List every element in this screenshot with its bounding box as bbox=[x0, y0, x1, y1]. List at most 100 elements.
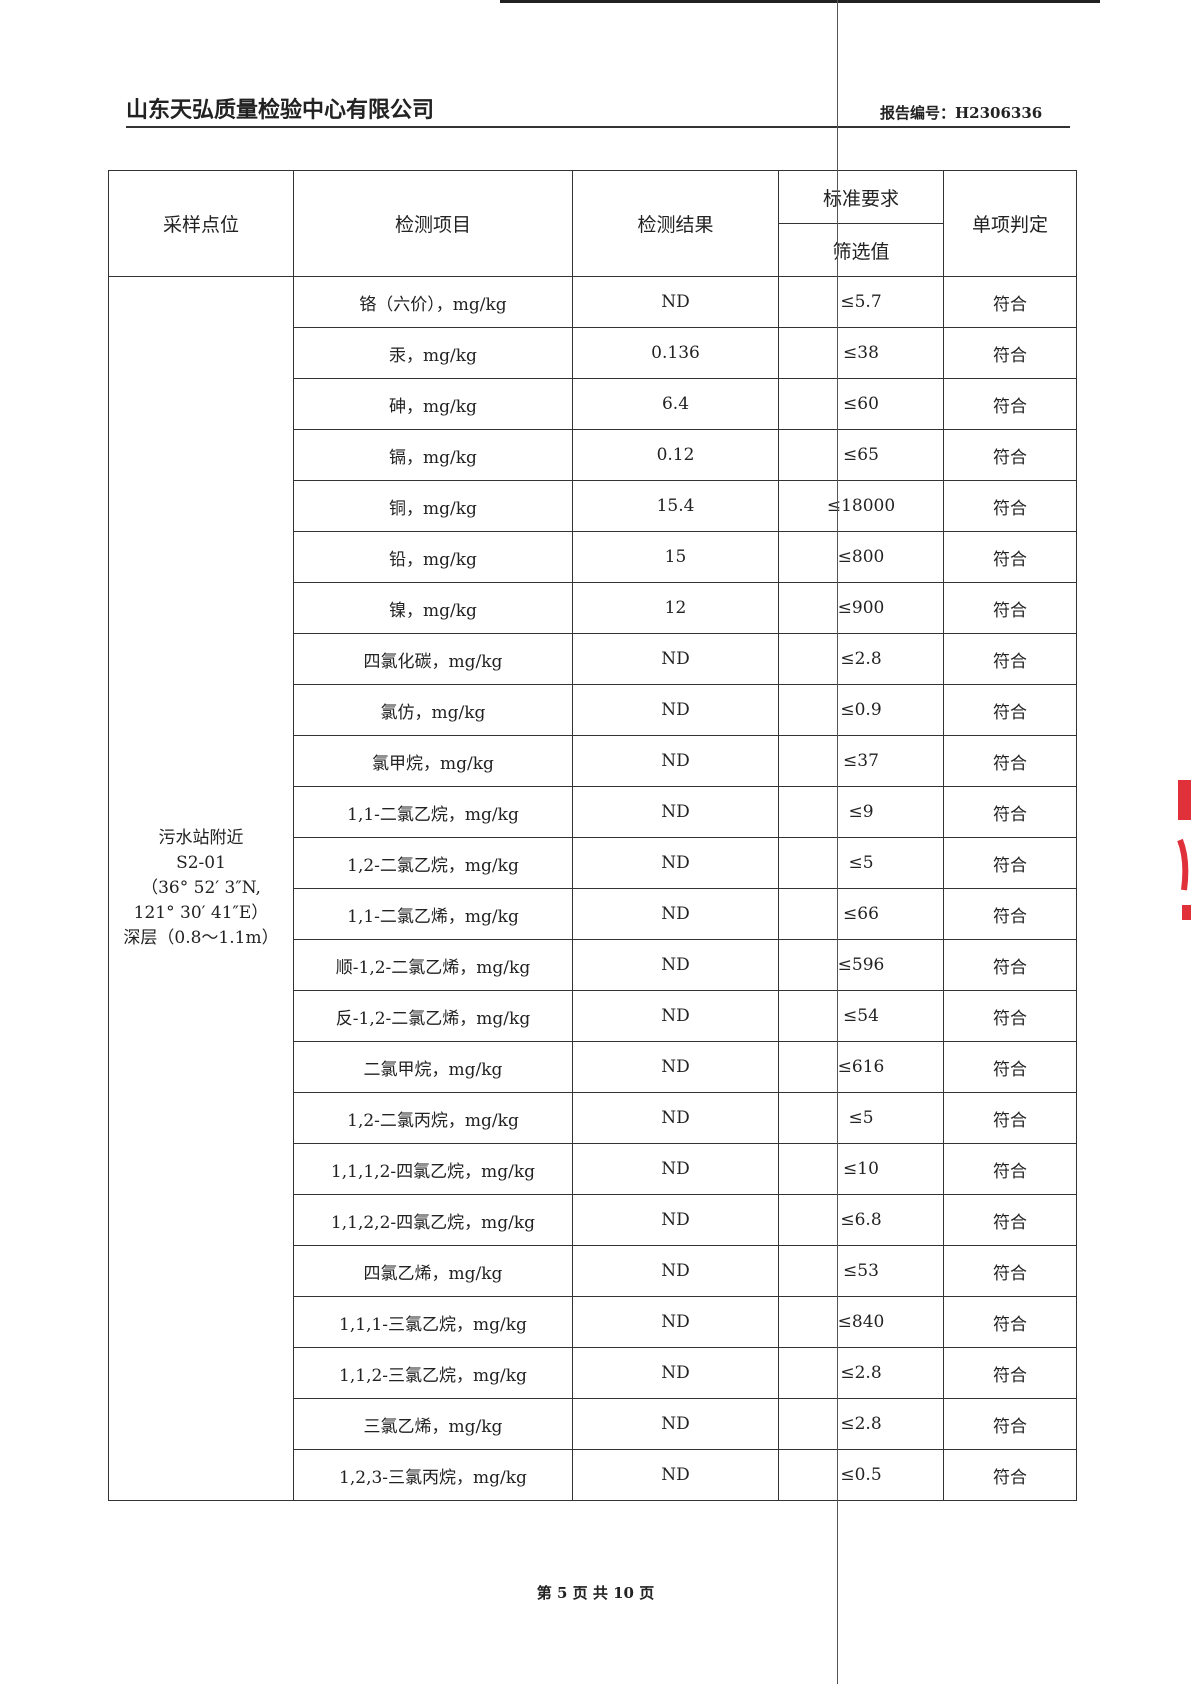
screening-value: ≤5.7 bbox=[778, 276, 944, 328]
company-name: 山东天弘质量检验中心有限公司 bbox=[126, 98, 435, 123]
judgement: 符合 bbox=[943, 633, 1077, 685]
table-row: 1,1,1,2-四氯乙烷，mg/kg ND ≤10 符合 bbox=[109, 1143, 1077, 1195]
table-row: 1,1,2-三氯乙烷，mg/kg ND ≤2.8 符合 bbox=[109, 1347, 1077, 1399]
location-line: （36° 52′ 3″N, bbox=[141, 878, 261, 898]
judgement: 符合 bbox=[943, 888, 1077, 940]
table-row: 汞，mg/kg 0.136 ≤38 符合 bbox=[109, 327, 1077, 379]
test-item: 二氯甲烷，mg/kg bbox=[293, 1041, 573, 1093]
test-item: 反-1,2-二氯乙烯，mg/kg bbox=[293, 990, 573, 1042]
test-result: ND bbox=[572, 990, 779, 1042]
table-row: 1,1,2,2-四氯乙烷，mg/kg ND ≤6.8 符合 bbox=[109, 1194, 1077, 1246]
header-standard: 标准要求 bbox=[778, 170, 944, 224]
judgement: 符合 bbox=[943, 990, 1077, 1042]
judgement: 符合 bbox=[943, 1398, 1077, 1450]
judgement: 符合 bbox=[943, 531, 1077, 583]
test-item: 氯仿，mg/kg bbox=[293, 684, 573, 736]
test-result: ND bbox=[572, 1041, 779, 1093]
table-row: 镉，mg/kg 0.12 ≤65 符合 bbox=[109, 429, 1077, 481]
screening-value: ≤840 bbox=[778, 1296, 944, 1348]
test-result: 12 bbox=[572, 582, 779, 634]
screening-value: ≤38 bbox=[778, 327, 944, 379]
test-item: 砷，mg/kg bbox=[293, 378, 573, 430]
sample-location: 污水站附近 S2-01 （36° 52′ 3″N, 121° 30′ 41″E） 深层（… bbox=[108, 276, 294, 1501]
test-item: 汞，mg/kg bbox=[293, 327, 573, 379]
location-line: 污水站附近 bbox=[158, 828, 244, 848]
judgement: 符合 bbox=[943, 684, 1077, 736]
results-table: 采样点位 检测项目 检测结果 标准要求 单项判定 筛选值 污水站附近 S2-01 （… bbox=[108, 170, 1077, 1501]
test-item: 1,1,2,2-四氯乙烷，mg/kg bbox=[293, 1194, 573, 1246]
test-item: 铬（六价），mg/kg bbox=[293, 276, 573, 328]
test-result: ND bbox=[572, 276, 779, 328]
screening-value: ≤596 bbox=[778, 939, 944, 991]
screening-value: ≤18000 bbox=[778, 480, 944, 532]
test-result: ND bbox=[572, 1092, 779, 1144]
table-row: 镍，mg/kg 12 ≤900 符合 bbox=[109, 582, 1077, 634]
judgement: 符合 bbox=[943, 1296, 1077, 1348]
test-item: 镉，mg/kg bbox=[293, 429, 573, 481]
table-row: 顺-1,2-二氯乙烯，mg/kg ND ≤596 符合 bbox=[109, 939, 1077, 991]
table-row: 1,2-二氯丙烷，mg/kg ND ≤5 符合 bbox=[109, 1092, 1077, 1144]
table-row: 1,1-二氯乙烯，mg/kg ND ≤66 符合 bbox=[109, 888, 1077, 940]
header-judgement: 单项判定 bbox=[943, 170, 1077, 277]
header-result: 检测结果 bbox=[572, 170, 779, 277]
location-line: 121° 30′ 41″E） bbox=[133, 903, 269, 923]
test-result: ND bbox=[572, 1449, 779, 1501]
test-item: 镍，mg/kg bbox=[293, 582, 573, 634]
judgement: 符合 bbox=[943, 1092, 1077, 1144]
test-item: 三氯乙烯，mg/kg bbox=[293, 1398, 573, 1450]
header-screening: 筛选值 bbox=[778, 223, 944, 277]
judgement: 符合 bbox=[943, 1143, 1077, 1195]
test-item: 四氯化碳，mg/kg bbox=[293, 633, 573, 685]
table-row: 砷，mg/kg 6.4 ≤60 符合 bbox=[109, 378, 1077, 430]
table-row: 1,1,1-三氯乙烷，mg/kg ND ≤840 符合 bbox=[109, 1296, 1077, 1348]
table-row: 反-1,2-二氯乙烯，mg/kg ND ≤54 符合 bbox=[109, 990, 1077, 1042]
test-result: ND bbox=[572, 1296, 779, 1348]
test-result: 0.136 bbox=[572, 327, 779, 379]
test-item: 铜，mg/kg bbox=[293, 480, 573, 532]
judgement: 符合 bbox=[943, 378, 1077, 430]
test-item: 1,2,3-三氯丙烷，mg/kg bbox=[293, 1449, 573, 1501]
judgement: 符合 bbox=[943, 735, 1077, 787]
location-line: 深层（0.8～1.1m） bbox=[123, 928, 279, 948]
test-result: 15.4 bbox=[572, 480, 779, 532]
header-item: 检测项目 bbox=[293, 170, 573, 277]
table-row: 三氯乙烯，mg/kg ND ≤2.8 符合 bbox=[109, 1398, 1077, 1450]
table-row: 氯仿，mg/kg ND ≤0.9 符合 bbox=[109, 684, 1077, 736]
table-row: 铅，mg/kg 15 ≤800 符合 bbox=[109, 531, 1077, 583]
test-item: 氯甲烷，mg/kg bbox=[293, 735, 573, 787]
test-result: ND bbox=[572, 735, 779, 787]
page-number: 第 5 页 共 10 页 bbox=[536, 1584, 655, 1602]
screening-value: ≤900 bbox=[778, 582, 944, 634]
test-item: 顺-1,2-二氯乙烯，mg/kg bbox=[293, 939, 573, 991]
judgement: 符合 bbox=[943, 1194, 1077, 1246]
test-result: ND bbox=[572, 786, 779, 838]
test-result: ND bbox=[572, 939, 779, 991]
screening-value: ≤0.5 bbox=[778, 1449, 944, 1501]
table-row: 四氯化碳，mg/kg ND ≤2.8 符合 bbox=[109, 633, 1077, 685]
test-result: ND bbox=[572, 837, 779, 889]
screening-value: ≤2.8 bbox=[778, 1398, 944, 1450]
judgement: 符合 bbox=[943, 327, 1077, 379]
test-result: ND bbox=[572, 1398, 779, 1450]
test-result: ND bbox=[572, 1194, 779, 1246]
test-result: ND bbox=[572, 684, 779, 736]
judgement: 符合 bbox=[943, 786, 1077, 838]
header-location: 采样点位 bbox=[108, 170, 294, 277]
table-row: 四氯乙烯，mg/kg ND ≤53 符合 bbox=[109, 1245, 1077, 1297]
test-item: 1,1,2-三氯乙烷，mg/kg bbox=[293, 1347, 573, 1399]
red-seal-fragment bbox=[1177, 780, 1191, 920]
screening-value: ≤9 bbox=[778, 786, 944, 838]
screening-value: ≤616 bbox=[778, 1041, 944, 1093]
test-result: ND bbox=[572, 1143, 779, 1195]
judgement: 符合 bbox=[943, 276, 1077, 328]
screening-value: ≤0.9 bbox=[778, 684, 944, 736]
screening-value: ≤5 bbox=[778, 837, 944, 889]
screening-value: ≤5 bbox=[778, 1092, 944, 1144]
screening-value: ≤66 bbox=[778, 888, 944, 940]
screening-value: ≤10 bbox=[778, 1143, 944, 1195]
screening-value: ≤2.8 bbox=[778, 1347, 944, 1399]
table-row: 二氯甲烷，mg/kg ND ≤616 符合 bbox=[109, 1041, 1077, 1093]
judgement: 符合 bbox=[943, 480, 1077, 532]
screening-value: ≤65 bbox=[778, 429, 944, 481]
test-item: 1,1-二氯乙烷，mg/kg bbox=[293, 786, 573, 838]
